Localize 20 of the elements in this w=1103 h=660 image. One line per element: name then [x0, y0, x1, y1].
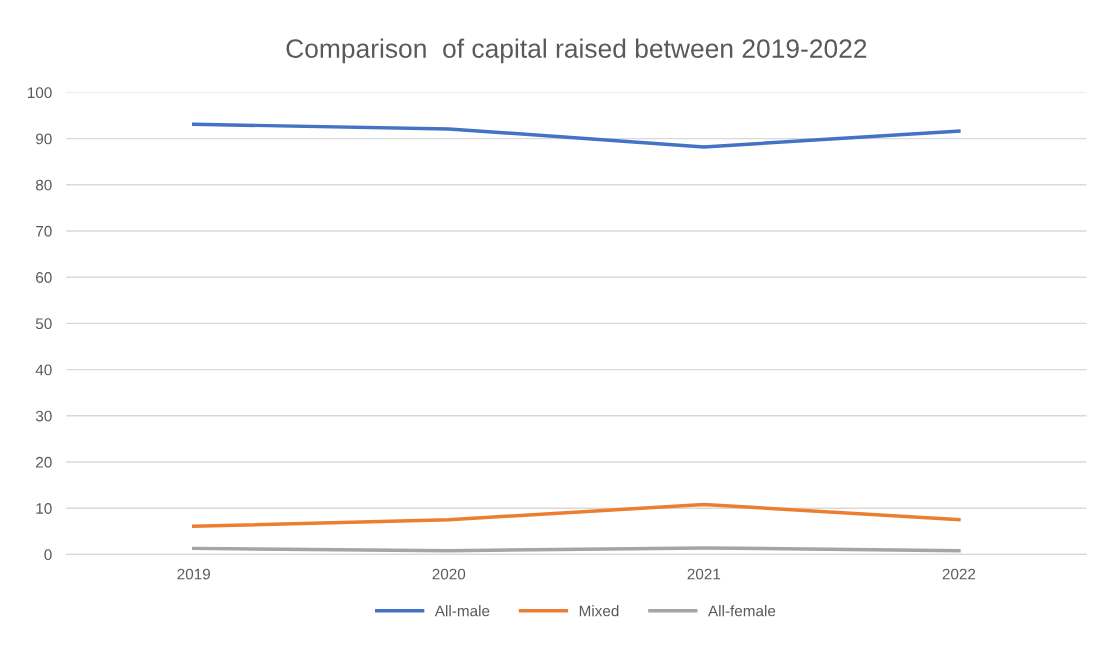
y-tick-label: 10 [36, 503, 52, 514]
legend-label: All-male [434, 605, 490, 617]
x-tick-label: 2021 [687, 568, 721, 580]
x-tick-label: 2020 [432, 568, 466, 580]
y-tick-label: 100 [27, 87, 52, 99]
y-tick-label: 40 [35, 364, 52, 376]
y-tick-label: 60 [36, 272, 52, 283]
legend-label: All-female [707, 605, 776, 617]
y-tick-label: 90 [36, 133, 52, 145]
y-tick-label: 30 [35, 410, 52, 422]
y-tick-label: 50 [35, 318, 52, 330]
x-tick-label: 2022 [942, 568, 976, 580]
y-tick-label: 20 [36, 456, 52, 468]
chart-title: Comparison of capital raised between 2019-2022 [286, 38, 867, 64]
line-series [191, 122, 961, 149]
legend-label: Mixed [579, 605, 619, 617]
x-tick-label: 2019 [177, 568, 210, 580]
y-tick-label: 80 [35, 179, 52, 191]
y-tick-label: 70 [36, 225, 52, 237]
y-tick-label: 0 [44, 549, 52, 561]
